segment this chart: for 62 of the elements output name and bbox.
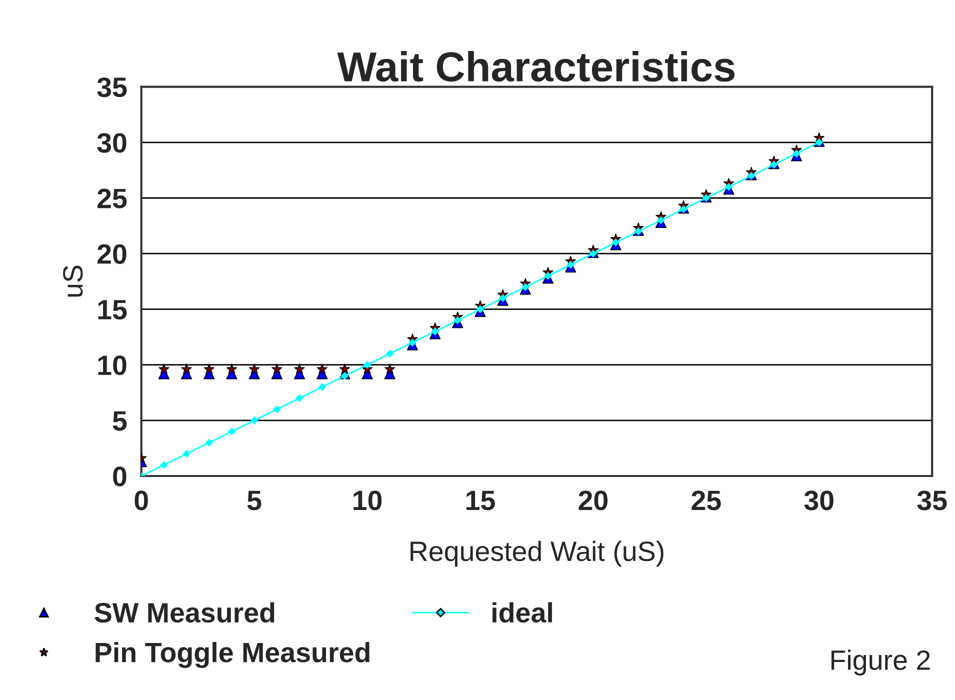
point — [815, 138, 823, 146]
point — [158, 364, 170, 374]
caption: Figure 2 — [832, 650, 930, 676]
x-tick-label: 10 — [354, 490, 382, 510]
legend-label: ideal — [492, 602, 552, 623]
point — [272, 364, 282, 374]
point — [160, 461, 168, 469]
point — [248, 364, 260, 374]
point — [680, 205, 688, 213]
point — [205, 439, 213, 446]
y-tick-label: 20 — [98, 244, 126, 264]
point — [566, 261, 574, 268]
y-tick-label: 25 — [98, 188, 127, 208]
point — [590, 250, 597, 258]
point — [364, 361, 371, 368]
point — [431, 328, 439, 336]
point — [296, 394, 304, 402]
y-tick-label: 10 — [98, 355, 126, 376]
x-tick-label: 35 — [917, 490, 947, 510]
point — [181, 364, 192, 374]
point — [476, 306, 484, 313]
x-tick-label: 15 — [466, 490, 495, 510]
y-tick-label: 0 — [113, 466, 126, 486]
point — [204, 364, 214, 374]
point — [499, 294, 506, 302]
point — [612, 238, 620, 246]
point — [454, 316, 462, 324]
point — [634, 228, 642, 235]
y-tick-label: 15 — [98, 300, 127, 320]
point — [792, 150, 800, 158]
point — [316, 364, 328, 374]
point — [702, 194, 710, 202]
point — [522, 283, 530, 291]
point — [748, 172, 755, 180]
point — [273, 406, 281, 413]
point — [386, 350, 394, 358]
y-tick-label: 35 — [97, 77, 127, 98]
point — [226, 364, 238, 374]
point — [384, 364, 396, 374]
point — [318, 383, 326, 391]
point — [250, 416, 258, 424]
x-tick-label: 5 — [247, 490, 262, 510]
point — [341, 372, 348, 380]
x-tick-label: 0 — [134, 490, 148, 510]
legend-label: Pin Toggle Measured — [96, 642, 370, 668]
x-tick-label: 25 — [692, 490, 721, 510]
chart-title: Wait Characteristics — [337, 51, 735, 82]
x-tick-label: 30 — [804, 490, 834, 510]
x-axis-title: Requested Wait (uS) — [410, 540, 664, 567]
point — [228, 428, 236, 436]
point — [408, 338, 416, 346]
y-tick-label: 5 — [112, 411, 127, 431]
point — [182, 450, 190, 458]
x-tick-label: 20 — [578, 490, 608, 510]
y-tick-label: 30 — [97, 133, 126, 153]
y-axis-title: uS — [63, 266, 83, 297]
legend-label: SW Measured — [94, 602, 274, 623]
point — [770, 161, 778, 168]
point — [657, 216, 665, 224]
point — [339, 364, 350, 374]
point — [544, 272, 552, 280]
point — [294, 364, 305, 374]
